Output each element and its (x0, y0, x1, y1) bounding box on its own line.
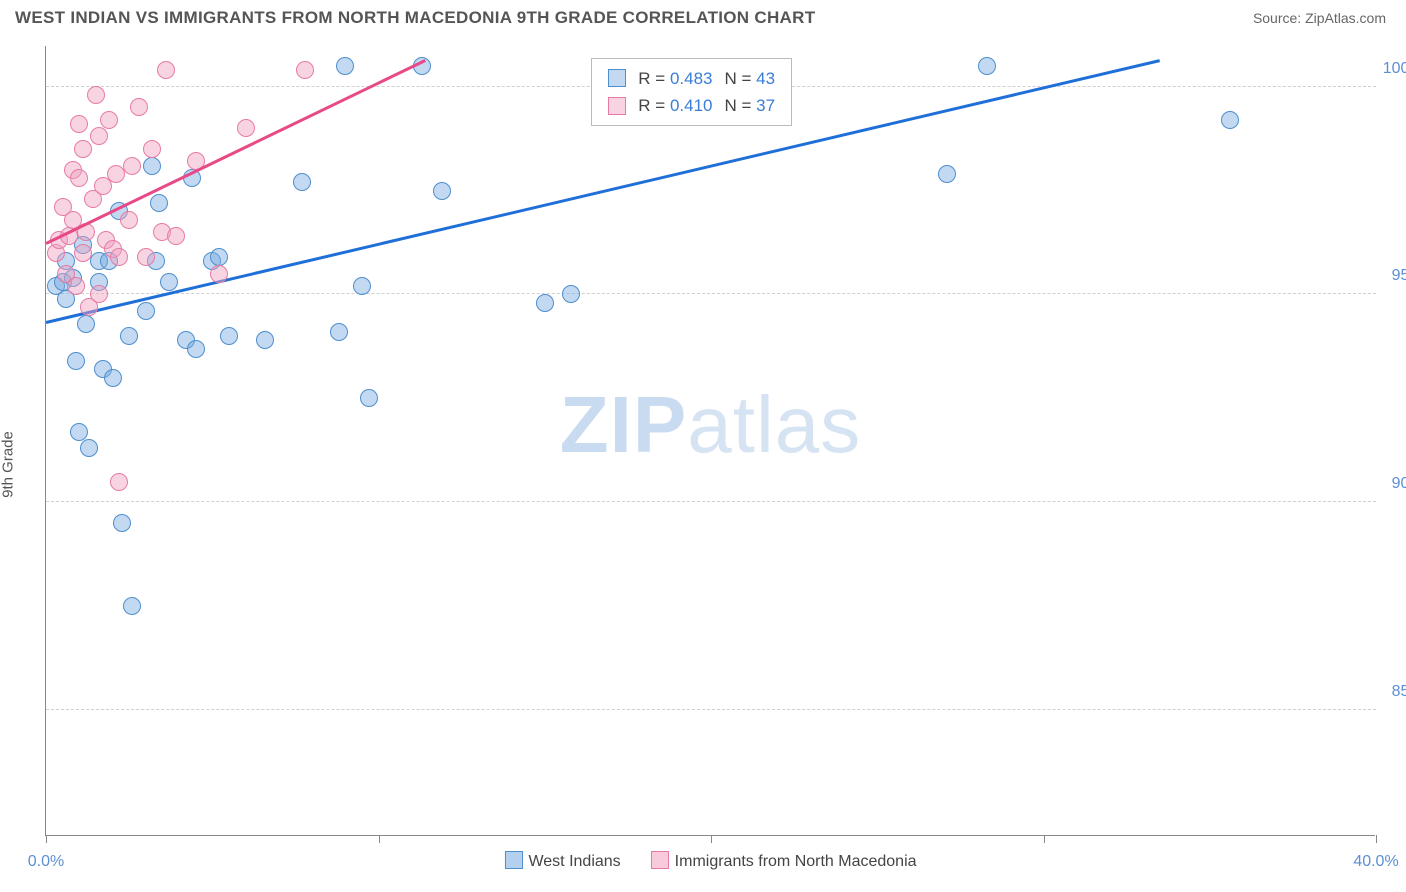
source-attribution: Source: ZipAtlas.com (1253, 10, 1386, 26)
data-point (120, 211, 138, 229)
chart-container: 9th Grade ZIPatlas 85.0%90.0%95.0%100.0%… (0, 36, 1406, 876)
y-axis-label: 9th Grade (0, 431, 17, 498)
data-point (296, 61, 314, 79)
data-point (360, 389, 378, 407)
legend-swatch (504, 851, 522, 869)
data-point (353, 277, 371, 295)
data-point (80, 439, 98, 457)
data-point (110, 248, 128, 266)
data-point (978, 57, 996, 75)
data-point (237, 119, 255, 137)
legend-item: West Indians (504, 851, 620, 871)
data-point (256, 331, 274, 349)
data-point (67, 277, 85, 295)
y-tick-label: 100.0% (1383, 60, 1406, 78)
x-tick (711, 835, 712, 843)
data-point (150, 194, 168, 212)
legend-swatch (608, 69, 626, 87)
legend-item: Immigrants from North Macedonia (651, 851, 917, 871)
data-point (938, 165, 956, 183)
data-point (167, 227, 185, 245)
x-tick (379, 835, 380, 843)
data-point (74, 140, 92, 158)
watermark: ZIPatlas (560, 379, 861, 471)
data-point (123, 157, 141, 175)
x-tick (46, 835, 47, 843)
data-point (67, 352, 85, 370)
data-point (70, 169, 88, 187)
data-point (143, 140, 161, 158)
data-point (77, 315, 95, 333)
data-point (123, 597, 141, 615)
data-point (433, 182, 451, 200)
trend-line (45, 59, 425, 244)
data-point (336, 57, 354, 75)
data-point (130, 98, 148, 116)
gridline (46, 709, 1376, 710)
data-point (90, 285, 108, 303)
data-point (120, 327, 138, 345)
scatter-plot: ZIPatlas 85.0%90.0%95.0%100.0%0.0%40.0%R… (45, 46, 1375, 836)
gridline (46, 501, 1376, 502)
data-point (143, 157, 161, 175)
data-point (536, 294, 554, 312)
data-point (100, 111, 118, 129)
data-point (157, 61, 175, 79)
data-point (220, 327, 238, 345)
data-point (210, 265, 228, 283)
data-point (104, 369, 122, 387)
gridline (46, 293, 1376, 294)
series-legend: West Indians Immigrants from North Macedo… (504, 851, 916, 871)
data-point (90, 127, 108, 145)
x-tick-label: 40.0% (1353, 853, 1398, 871)
data-point (160, 273, 178, 291)
data-point (330, 323, 348, 341)
x-tick-label: 0.0% (28, 853, 64, 871)
data-point (137, 248, 155, 266)
legend-swatch (651, 851, 669, 869)
data-point (70, 115, 88, 133)
y-tick-label: 95.0% (1392, 267, 1406, 285)
data-point (1221, 111, 1239, 129)
data-point (562, 285, 580, 303)
x-tick (1376, 835, 1377, 843)
data-point (293, 173, 311, 191)
legend-row: R = 0.410N = 37 (608, 92, 775, 119)
data-point (110, 473, 128, 491)
chart-title: WEST INDIAN VS IMMIGRANTS FROM NORTH MAC… (15, 8, 815, 28)
data-point (113, 514, 131, 532)
y-tick-label: 85.0% (1392, 683, 1406, 701)
data-point (74, 244, 92, 262)
y-tick-label: 90.0% (1392, 475, 1406, 493)
data-point (70, 423, 88, 441)
x-tick (1044, 835, 1045, 843)
legend-swatch (608, 97, 626, 115)
data-point (87, 86, 105, 104)
legend-row: R = 0.483N = 43 (608, 65, 775, 92)
data-point (210, 248, 228, 266)
data-point (137, 302, 155, 320)
data-point (107, 165, 125, 183)
correlation-legend: R = 0.483N = 43R = 0.410N = 37 (591, 58, 792, 126)
data-point (187, 340, 205, 358)
